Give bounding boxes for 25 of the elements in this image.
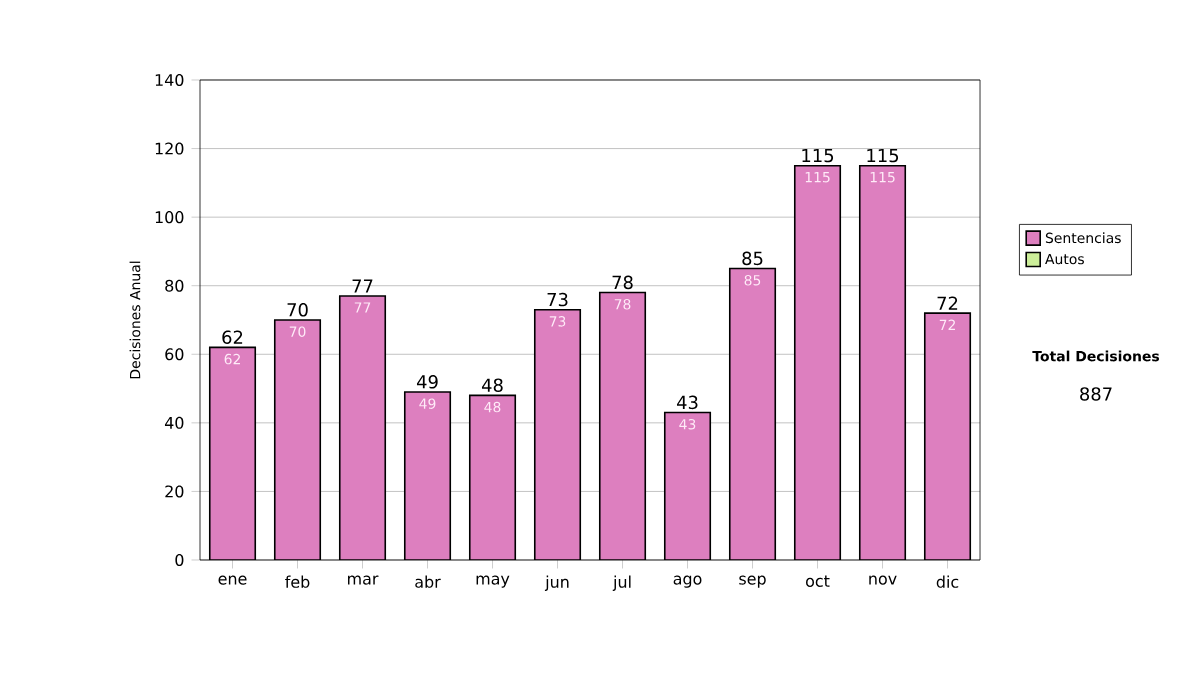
bar (599, 292, 646, 560)
bar (923, 312, 972, 560)
bar (729, 268, 776, 560)
bar (209, 347, 256, 560)
bar (794, 165, 841, 560)
total-label: 70 (287, 303, 308, 317)
bar (404, 392, 451, 560)
total-label: 49 (416, 375, 438, 389)
total-label: 73 (547, 292, 568, 307)
bar (534, 309, 581, 560)
text: 887 (1080, 387, 1112, 401)
total-label: 77 (352, 279, 373, 293)
total-label: 72 (937, 296, 958, 310)
bar (274, 320, 321, 560)
bar (339, 296, 386, 560)
total-label: 115 (867, 149, 899, 163)
bar (859, 165, 906, 560)
total-label: 85 (742, 251, 763, 266)
total-label: 62 (222, 330, 243, 345)
total-label: 48 (481, 378, 503, 393)
bar (469, 395, 516, 560)
total-label: 78 (612, 275, 633, 290)
total-label: 43 (676, 395, 698, 410)
total-label: 115 (802, 149, 834, 163)
bar (664, 412, 711, 560)
